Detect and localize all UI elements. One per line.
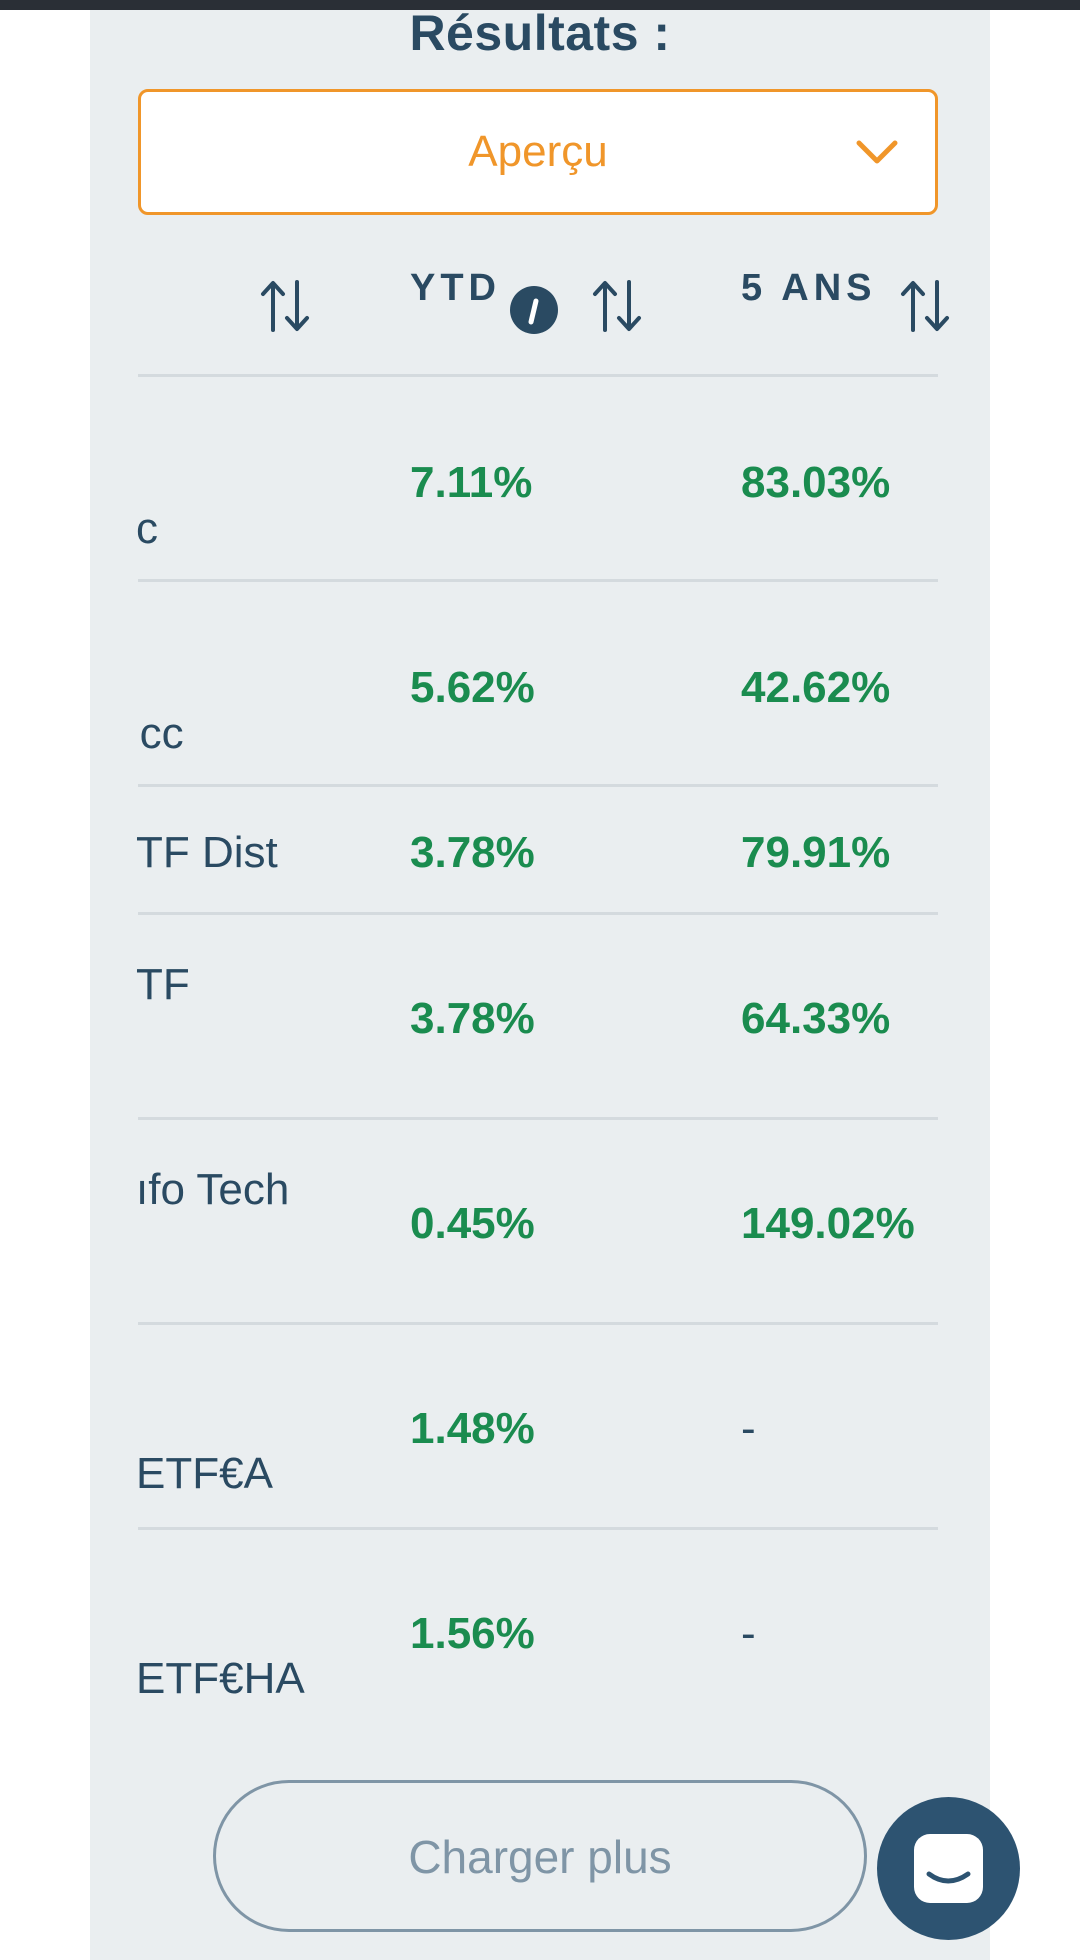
five-year-value: 83.03% [741,458,891,507]
ytd-value: 3.78% [410,828,535,877]
info-icon[interactable] [510,286,558,334]
header-divider [138,374,938,377]
ytd-value: 0.45% [410,1199,535,1248]
ytd-value: 5.62% [410,663,535,712]
row-divider [138,784,938,787]
five-year-value: 64.33% [741,994,891,1043]
row-divider [138,1322,938,1325]
results-title: Résultats : [409,10,671,61]
five-year-value: 42.62% [741,663,891,712]
view-select[interactable]: Aperçu [138,89,938,215]
sort-5-ans-icon[interactable] [898,278,952,334]
fund-name: ETF€HA [136,1654,305,1703]
five-year-value: 149.02% [741,1199,915,1248]
status-bar [0,0,1080,10]
fund-name: TF [136,960,190,1009]
sort-name-icon[interactable] [258,278,312,334]
row-divider [138,1117,938,1120]
fund-name: c [136,504,158,553]
view-select-value: Aperçu [468,127,608,176]
fund-name: ıfo Tech [136,1165,290,1214]
sort-ytd-icon[interactable] [590,278,644,334]
chat-icon [914,1834,983,1903]
ytd-value: 3.78% [410,994,535,1043]
ytd-value: 7.11% [410,458,533,507]
chat-button[interactable] [877,1797,1020,1940]
ytd-value: 1.48% [410,1404,535,1453]
row-divider [138,1527,938,1530]
five-year-value: - [741,1404,756,1453]
fund-name: TF Dist [136,828,278,877]
five-year-value: 79.91% [741,828,891,877]
five-year-value: - [741,1609,756,1658]
chevron-down-icon [856,140,898,164]
row-divider [138,912,938,915]
load-more-button[interactable]: Charger plus [213,1780,867,1932]
ytd-value: 1.56% [410,1609,535,1658]
fund-name: cc [136,709,184,758]
results-panel: Résultats : Aperçu YTD 5 ANS [90,10,990,1960]
row-divider [138,579,938,582]
fund-name: ETF€A [136,1449,273,1498]
column-header-5-ans: 5 ANS [741,267,877,309]
column-header-ytd: YTD [410,267,501,309]
